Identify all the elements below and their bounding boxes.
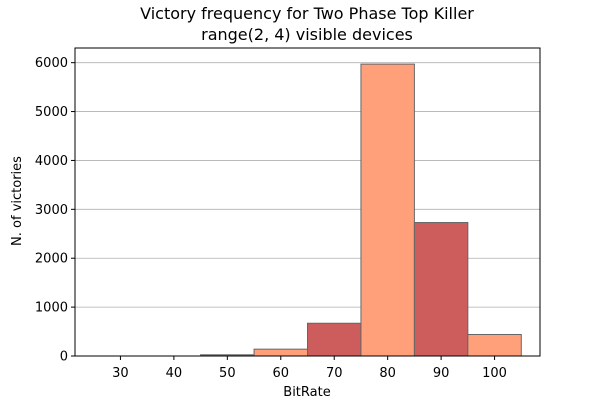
bar-80	[360, 63, 415, 357]
bar-90	[413, 222, 469, 357]
bar-60	[253, 348, 309, 357]
chart-title-line-1: Victory frequency for Two Phase Top Kill…	[140, 4, 474, 23]
x-tick-label: 90	[433, 366, 450, 381]
chart-title-line-2: range(2, 4) visible devices	[201, 25, 413, 44]
x-tick-label: 40	[166, 366, 183, 381]
y-tick-label: 6000	[35, 56, 68, 71]
y-tick-label: 2000	[35, 252, 68, 267]
x-tick-label: 60	[273, 366, 290, 381]
y-gridlines	[75, 62, 540, 308]
x-tick-label: 30	[112, 366, 129, 381]
y-tick-label: 0	[60, 350, 68, 365]
x-tick-label: 50	[219, 366, 236, 381]
plot-frame	[74, 47, 541, 357]
bars	[200, 63, 522, 357]
bar-70	[307, 322, 362, 357]
y-tick-label: 4000	[35, 154, 68, 169]
x-tick-label: 100	[482, 366, 507, 381]
y-tick-label: 1000	[35, 301, 68, 316]
y-tick-label: 5000	[35, 105, 68, 120]
y-axis-label: N. of victories	[10, 156, 25, 246]
axes: 0 1000 2000 3000 4000 5000 6000 30 40 50 60 70 80 90 1…	[35, 47, 541, 381]
bar-100	[467, 333, 522, 357]
x-tick-label: 70	[326, 366, 343, 381]
x-axis-label: BitRate	[283, 385, 330, 400]
y-tick-label: 3000	[35, 203, 68, 218]
x-tick-label: 80	[379, 366, 396, 381]
